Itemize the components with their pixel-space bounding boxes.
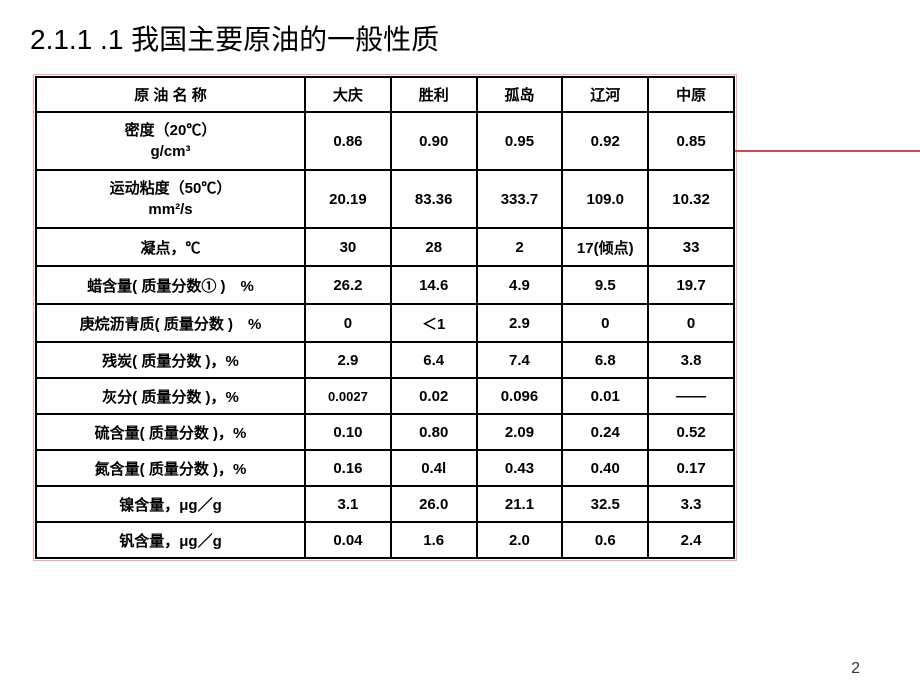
col-header-daqing: 大庆 <box>305 77 391 112</box>
table-row: 钒含量，μg／g0.041.62.00.62.4 <box>36 522 734 558</box>
table-cell: 6.4 <box>391 342 477 378</box>
table-cell: 2 <box>477 228 563 266</box>
table-cell: 7.4 <box>477 342 563 378</box>
table-cell: 6.8 <box>562 342 648 378</box>
table-cell: 10.32 <box>648 170 734 228</box>
table-cell: 19.7 <box>648 266 734 304</box>
col-header-shengli: 胜利 <box>391 77 477 112</box>
table-cell: 0.95 <box>477 112 563 170</box>
table-cell: 26.2 <box>305 266 391 304</box>
table-cell: 20.19 <box>305 170 391 228</box>
table-cell: 2.0 <box>477 522 563 558</box>
col-header-zhongyuan: 中原 <box>648 77 734 112</box>
table-cell: 333.7 <box>477 170 563 228</box>
table-cell: 0.24 <box>562 414 648 450</box>
table-row: 蜡含量( 质量分数① ) %26.214.64.99.519.7 <box>36 266 734 304</box>
row-label: 运动粘度（50℃）mm²/s <box>36 170 305 228</box>
row-label: 凝点，℃ <box>36 228 305 266</box>
table-row: 庚烷沥青质( 质量分数 ) %0＜12.900 <box>36 304 734 342</box>
table-cell: 3.3 <box>648 486 734 522</box>
table-cell: 0 <box>648 304 734 342</box>
row-label: 钒含量，μg／g <box>36 522 305 558</box>
page-number: 2 <box>851 660 860 678</box>
table-cell: 0 <box>305 304 391 342</box>
table-row: 残炭( 质量分数 )，%2.96.47.46.83.8 <box>36 342 734 378</box>
col-header-gudao: 孤岛 <box>477 77 563 112</box>
table-cell: 0.16 <box>305 450 391 486</box>
table-cell: 0.86 <box>305 112 391 170</box>
accent-line <box>735 150 920 152</box>
table-cell: 30 <box>305 228 391 266</box>
table-cell: 0 <box>562 304 648 342</box>
table-cell: 0.01 <box>562 378 648 414</box>
table-cell: 0.90 <box>391 112 477 170</box>
table-cell: 0.43 <box>477 450 563 486</box>
table-cell: 0.6 <box>562 522 648 558</box>
table-cell: 0.80 <box>391 414 477 450</box>
table-cell: 14.6 <box>391 266 477 304</box>
table-cell: 0.0027 <box>305 378 391 414</box>
table-cell: 0.04 <box>305 522 391 558</box>
table-row: 凝点，℃3028217(倾点)33 <box>36 228 734 266</box>
table-cell: 26.0 <box>391 486 477 522</box>
table-cell: 83.36 <box>391 170 477 228</box>
table-header-row: 原 油 名 称 大庆 胜利 孤岛 辽河 中原 <box>36 77 734 112</box>
table-row: 灰分( 质量分数 )，%0.00270.020.0960.01—— <box>36 378 734 414</box>
table-row: 运动粘度（50℃）mm²/s20.1983.36333.7109.010.32 <box>36 170 734 228</box>
table-cell: —— <box>648 378 734 414</box>
table-cell: 9.5 <box>562 266 648 304</box>
table-cell: 21.1 <box>477 486 563 522</box>
table-cell: 109.0 <box>562 170 648 228</box>
table-cell: 0.10 <box>305 414 391 450</box>
page-title: 2.1.1 .1 我国主要原油的一般性质 <box>0 0 920 58</box>
row-label: 灰分( 质量分数 )，% <box>36 378 305 414</box>
table-cell: 2.9 <box>477 304 563 342</box>
table-cell: 0.17 <box>648 450 734 486</box>
table-cell: 0.02 <box>391 378 477 414</box>
row-label: 镍含量，μg／g <box>36 486 305 522</box>
table-cell: 2.09 <box>477 414 563 450</box>
table-cell: 4.9 <box>477 266 563 304</box>
table-row: 密度（20℃）g/cm³0.860.900.950.920.85 <box>36 112 734 170</box>
row-label: 硫含量( 质量分数 )，% <box>36 414 305 450</box>
row-label: 密度（20℃）g/cm³ <box>36 112 305 170</box>
table-cell: 2.9 <box>305 342 391 378</box>
table-cell: 0.4l <box>391 450 477 486</box>
table-cell: 0.85 <box>648 112 734 170</box>
table-cell: 1.6 <box>391 522 477 558</box>
col-header-name: 原 油 名 称 <box>36 77 305 112</box>
table-cell: 33 <box>648 228 734 266</box>
row-label: 氮含量( 质量分数 )，% <box>36 450 305 486</box>
table-cell: 0.096 <box>477 378 563 414</box>
table-cell: 0.40 <box>562 450 648 486</box>
table-cell: 32.5 <box>562 486 648 522</box>
table-row: 硫含量( 质量分数 )，%0.100.802.090.240.52 <box>36 414 734 450</box>
table-cell: 3.1 <box>305 486 391 522</box>
table-cell: 28 <box>391 228 477 266</box>
table-container: 原 油 名 称 大庆 胜利 孤岛 辽河 中原 密度（20℃）g/cm³0.860… <box>35 76 735 559</box>
row-label: 庚烷沥青质( 质量分数 ) % <box>36 304 305 342</box>
row-label: 残炭( 质量分数 )，% <box>36 342 305 378</box>
table-cell: 0.52 <box>648 414 734 450</box>
table-cell: 3.8 <box>648 342 734 378</box>
col-header-liaohe: 辽河 <box>562 77 648 112</box>
table-cell: 0.92 <box>562 112 648 170</box>
table-cell: 17(倾点) <box>562 228 648 266</box>
table-cell: ＜1 <box>391 304 477 342</box>
table-cell: 2.4 <box>648 522 734 558</box>
crude-oil-table: 原 油 名 称 大庆 胜利 孤岛 辽河 中原 密度（20℃）g/cm³0.860… <box>35 76 735 559</box>
table-row: 氮含量( 质量分数 )，%0.160.4l0.430.400.17 <box>36 450 734 486</box>
table-row: 镍含量，μg／g3.126.021.132.53.3 <box>36 486 734 522</box>
row-label: 蜡含量( 质量分数① ) % <box>36 266 305 304</box>
